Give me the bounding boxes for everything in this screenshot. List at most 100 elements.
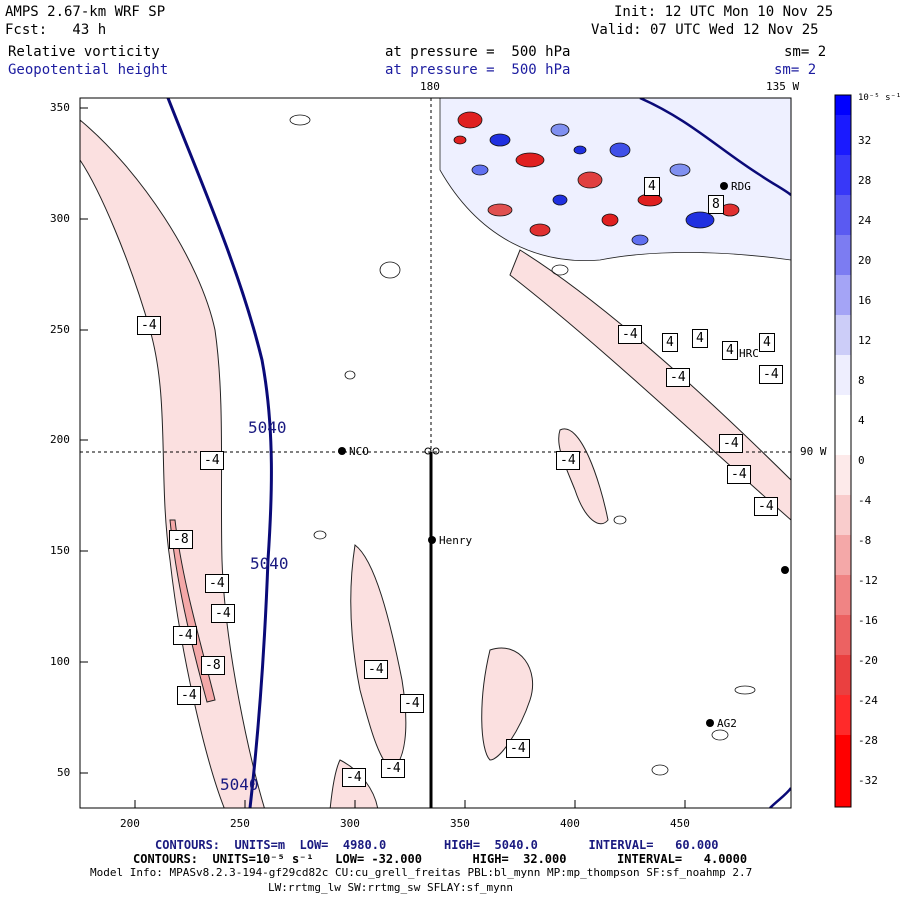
station-rdg: RDG: [731, 180, 751, 193]
forecast-hour: Fcst: 43 h: [5, 22, 107, 38]
vort-label: -4: [342, 768, 366, 787]
pressure-level-1: at pressure = 500 hPa: [385, 44, 571, 60]
field-geopotential: Geopotential height: [8, 62, 169, 78]
vort-label: 8: [708, 195, 724, 214]
footer-vorticity-contours: CONTOURS: UNITS=10⁻⁵ s⁻¹ LOW= -32.000 HI…: [133, 852, 748, 866]
height-label-5040-c: 5040: [220, 775, 259, 794]
height-contour-5040-ne: [639, 98, 791, 196]
vort-label: -4: [618, 325, 642, 344]
colorbar-label: -12: [858, 574, 878, 587]
colorbar-label: -32: [858, 774, 878, 787]
x-tick-400: 400: [560, 817, 580, 830]
vort-label: 4: [644, 177, 660, 196]
axis-ticks: [80, 107, 686, 808]
height-label-5040-b: 5040: [250, 554, 289, 573]
y-tick-100: 100: [50, 655, 70, 668]
vort-label: -4: [754, 497, 778, 516]
valid-time: Valid: 07 UTC Wed 12 Nov 25: [591, 22, 819, 38]
lat-label-90w: 90 W: [800, 445, 827, 458]
height-label-5040-a: 5040: [248, 418, 287, 437]
model-title: AMPS 2.67-km WRF SP: [5, 4, 166, 20]
pressure-level-2: at pressure = 500 hPa: [385, 62, 571, 78]
colorbar-label: 12: [858, 334, 872, 347]
footer-model-info: Model Info: MPASv8.2.3-194-gf29cd82c CU:…: [90, 866, 753, 879]
y-tick-300: 300: [50, 212, 70, 225]
station-hrc: HRC: [739, 347, 759, 360]
vort-label: -4: [400, 694, 424, 713]
height-contour-5040-se: [769, 787, 791, 808]
colorbar-label: 28: [858, 174, 872, 187]
station-dot-henry: [428, 536, 436, 544]
colorbar-label: -16: [858, 614, 878, 627]
plot-frame: [79, 97, 792, 809]
colorbar-label: -24: [858, 694, 878, 707]
vorticity-cells: [453, 111, 740, 246]
vort-label: -4: [759, 365, 783, 384]
footer-radiation-info: LW:rrtmg_lw SW:rrtmg_sw SFLAY:sf_mynn: [268, 881, 514, 894]
station-dot-rdg: [720, 182, 728, 190]
colorbar-label: -4: [858, 494, 872, 507]
vort-label: -4: [506, 739, 530, 758]
vort-label: -4: [719, 434, 743, 453]
station-dot-east: [781, 566, 789, 574]
vort-label: -4: [205, 574, 229, 593]
station-henry: Henry: [439, 534, 473, 547]
vort-label: -4: [666, 368, 690, 387]
colorbar-label: 20: [858, 254, 872, 267]
x-tick-250: 250: [230, 817, 250, 830]
colorbar-unit: 10⁻⁵ s⁻¹: [858, 93, 900, 103]
colorbar-label: -20: [858, 654, 878, 667]
vort-label: -4: [211, 604, 235, 623]
colorbar-label: -8: [858, 534, 872, 547]
y-tick-200: 200: [50, 433, 70, 446]
station-dot-pole-a: [424, 447, 432, 455]
vort-label: -4: [727, 465, 751, 484]
vort-label: -8: [169, 530, 193, 549]
x-tick-300: 300: [340, 817, 360, 830]
x-tick-450: 450: [670, 817, 690, 830]
colorbar-label: 0: [858, 454, 865, 467]
vorticity-band-left: [80, 119, 265, 808]
vort-label: 4: [662, 333, 678, 352]
vort-label: -4: [137, 316, 161, 335]
small-contours: [289, 114, 756, 776]
colorbar-label: 32: [858, 134, 872, 147]
y-tick-250: 250: [50, 323, 70, 336]
init-time: Init: 12 UTC Mon 10 Nov 25: [614, 4, 834, 20]
height-contour-5040: [166, 98, 273, 808]
vorticity-blob-center: [350, 544, 407, 771]
x-tick-350: 350: [450, 817, 470, 830]
vort-label: 4: [759, 333, 775, 352]
vort-label: -4: [556, 451, 580, 470]
station-dot-nco: [338, 447, 346, 455]
vort-label: -4: [173, 626, 197, 645]
vort-label: 4: [722, 341, 738, 360]
x-tick-200: 200: [120, 817, 140, 830]
field-vorticity: Relative vorticity: [8, 44, 160, 60]
colorbar-label: 8: [858, 374, 865, 387]
colorbar-label: -28: [858, 734, 878, 747]
colorbar-label: 16: [858, 294, 872, 307]
y-tick-350: 350: [50, 101, 70, 114]
y-tick-50: 50: [57, 766, 71, 779]
lon-label-135w: 135 W: [766, 80, 800, 93]
station-dot-ag2: [706, 719, 714, 727]
colorbar-label: 24: [858, 214, 872, 227]
smoothing-1: sm= 2: [784, 44, 827, 60]
station-dot-pole-b: [432, 447, 440, 455]
vorticity-blob-east: [558, 428, 609, 525]
lon-label-180: 180: [420, 80, 440, 93]
vort-label: -4: [364, 660, 388, 679]
smoothing-2: sm= 2: [774, 62, 817, 78]
station-nco: NCO: [349, 445, 369, 458]
vort-label: -8: [201, 656, 225, 675]
y-tick-150: 150: [50, 544, 70, 557]
vort-label: -4: [200, 451, 224, 470]
colorbar-label: 4: [858, 414, 865, 427]
vort-label: -4: [177, 686, 201, 705]
station-ag2: AG2: [717, 717, 737, 730]
colorbar-scale: [834, 94, 852, 808]
footer-height-contours: CONTOURS: UNITS=m LOW= 4980.0 HIGH= 5040…: [155, 838, 719, 852]
vort-label: -4: [381, 759, 405, 778]
